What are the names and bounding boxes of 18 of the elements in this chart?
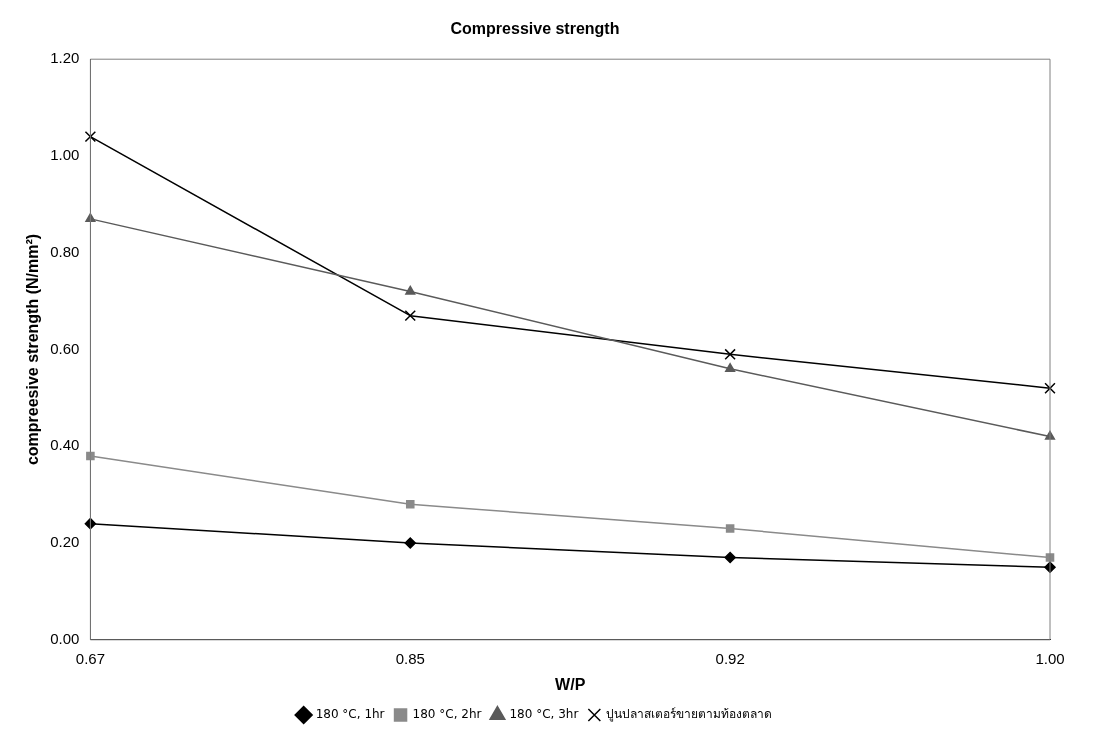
x-tick-label: 0.85	[395, 649, 425, 667]
y-tick-label: 0.40	[50, 436, 80, 454]
x-axis-title: W/P	[555, 675, 586, 693]
y-tick-label: 0.00	[50, 629, 80, 647]
y-tick-label: 1.00	[50, 146, 80, 164]
legend-label: 180 °C, 2hr	[412, 707, 482, 722]
y-tick-label: 0.80	[50, 242, 80, 260]
y-tick-label: 0.60	[50, 339, 80, 357]
chart-title: Compressive strength	[450, 20, 620, 38]
legend-label: 180 °C, 1hr	[315, 707, 385, 722]
x-tick-label: 0.67	[75, 649, 105, 667]
legend-label: ปูนปลาสเตอร์ขายตามท้องตลาด	[606, 707, 773, 723]
x-tick-label: 0.92	[715, 649, 745, 667]
y-tick-label: 1.20	[50, 49, 80, 67]
y-tick-label: 0.20	[50, 533, 80, 551]
legend-label: 180 °C, 3hr	[509, 707, 579, 722]
y-axis-title: compreesive strength (N/mm²)	[24, 233, 42, 466]
x-tick-label: 1.00	[1035, 649, 1065, 667]
